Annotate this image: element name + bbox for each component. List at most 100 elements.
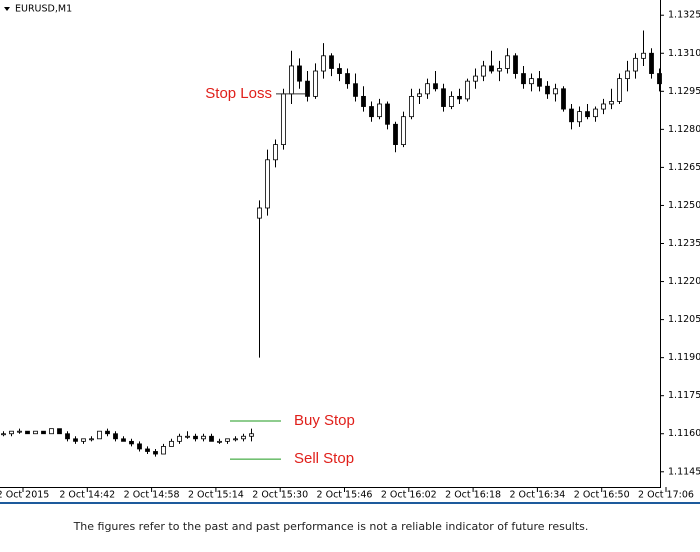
candle-body: [209, 435, 214, 442]
candle-body: [297, 65, 302, 82]
candle-body: [217, 440, 222, 443]
candle-body: [273, 144, 278, 161]
candle-body: [601, 103, 606, 110]
y-tick-label: 1.1325: [668, 10, 700, 21]
candle-body: [473, 75, 478, 82]
candle-body: [161, 446, 166, 455]
candle-body: [49, 428, 54, 435]
candle-body: [465, 80, 470, 100]
x-tick-label: 2 Oct 15:30: [252, 490, 308, 501]
candle-body: [657, 73, 662, 85]
candle-body: [457, 95, 462, 100]
candle-body: [337, 68, 342, 74]
candle-body: [409, 95, 414, 118]
candle-body: [609, 101, 614, 105]
candle-body: [193, 435, 198, 440]
disclaimer: The figures refer to the past and past p…: [73, 520, 589, 533]
candle-body: [537, 78, 542, 87]
candle-body: [377, 103, 382, 118]
candle-body: [345, 73, 350, 85]
candle-body: [281, 93, 286, 145]
x-tick-label: 2 Oct 16:02: [381, 490, 437, 501]
candle-body: [33, 430, 38, 435]
candle-body: [265, 159, 270, 209]
candle-body: [289, 65, 294, 95]
candle-body: [25, 430, 30, 435]
candle-body: [617, 78, 622, 102]
candle-body: [89, 438, 94, 441]
candle-body: [625, 70, 630, 80]
candle-body: [129, 440, 134, 445]
x-tick-label: 2 Oct 2015: [0, 490, 49, 501]
candle-body: [649, 52, 654, 74]
y-tick-label: 1.1235: [668, 238, 700, 249]
candle-body: [553, 88, 558, 95]
y-tick-label: 1.1265: [668, 162, 700, 173]
candle-body: [1, 433, 6, 436]
y-tick-label: 1.1220: [668, 276, 700, 287]
candle-body: [169, 440, 174, 447]
y-tick-label: 1.1280: [668, 124, 700, 135]
candle-body: [569, 108, 574, 123]
candle-body: [521, 73, 526, 85]
candle-body: [417, 93, 422, 97]
candle-body: [249, 433, 254, 437]
x-tick-label: 2 Oct 16:50: [574, 490, 630, 501]
candle-body: [529, 78, 534, 85]
y-tick-label: 1.1175: [668, 390, 700, 401]
candle-body: [137, 443, 142, 450]
candle-body: [497, 68, 502, 72]
y-tick-label: 1.1160: [668, 428, 700, 439]
x-tick-label: 2 Oct 15:46: [317, 490, 373, 501]
candle-body: [81, 438, 86, 442]
candle-body: [153, 451, 158, 455]
candle-body: [369, 106, 374, 118]
candle-body: [433, 83, 438, 90]
x-tick-label: 2 Oct 16:18: [445, 490, 501, 501]
candle-body: [593, 108, 598, 118]
candle-body: [505, 55, 510, 69]
x-tick-label: 2 Oct 14:58: [124, 490, 180, 501]
candle-body: [513, 55, 518, 74]
candle-body: [57, 428, 62, 435]
candle-body: [17, 430, 22, 433]
candle-body: [577, 111, 582, 123]
level-label: Stop Loss: [205, 85, 272, 102]
candle-body: [361, 95, 366, 107]
level-label: Sell Stop: [294, 450, 354, 467]
candle-body: [481, 65, 486, 77]
candle-body: [633, 57, 638, 72]
x-tick-label: 2 Oct 16:34: [509, 490, 565, 501]
candle-body: [441, 88, 446, 107]
y-tick-label: 1.1205: [668, 314, 700, 325]
candle-body: [313, 70, 318, 97]
y-tick-label: 1.1190: [668, 352, 700, 363]
symbol-menu-arrow[interactable]: [4, 7, 10, 11]
candle-body: [97, 430, 102, 440]
candle-body: [545, 85, 550, 95]
candle-body: [177, 435, 182, 442]
candle-body: [9, 430, 14, 435]
y-tick-label: 1.1310: [668, 48, 700, 59]
candle-body: [257, 207, 262, 219]
candle-body: [401, 116, 406, 145]
candle-body: [145, 448, 150, 452]
chart-title: EURUSD,M1: [15, 4, 72, 15]
x-tick-label: 2 Oct 17:06: [638, 490, 694, 501]
candle-body: [73, 438, 78, 442]
candle-body: [65, 433, 70, 440]
candle-body: [321, 55, 326, 72]
candle-body: [305, 80, 310, 97]
candle-body: [105, 430, 110, 435]
level-label: Buy Stop: [294, 412, 355, 429]
candle-body: [393, 123, 398, 145]
candle-body: [329, 55, 334, 69]
candle-body: [113, 433, 118, 440]
candle-body: [41, 430, 46, 435]
candle-body: [425, 83, 430, 95]
candle-body: [449, 95, 454, 107]
x-tick-label: 2 Oct 14:42: [59, 490, 115, 501]
candle-body: [185, 435, 190, 438]
